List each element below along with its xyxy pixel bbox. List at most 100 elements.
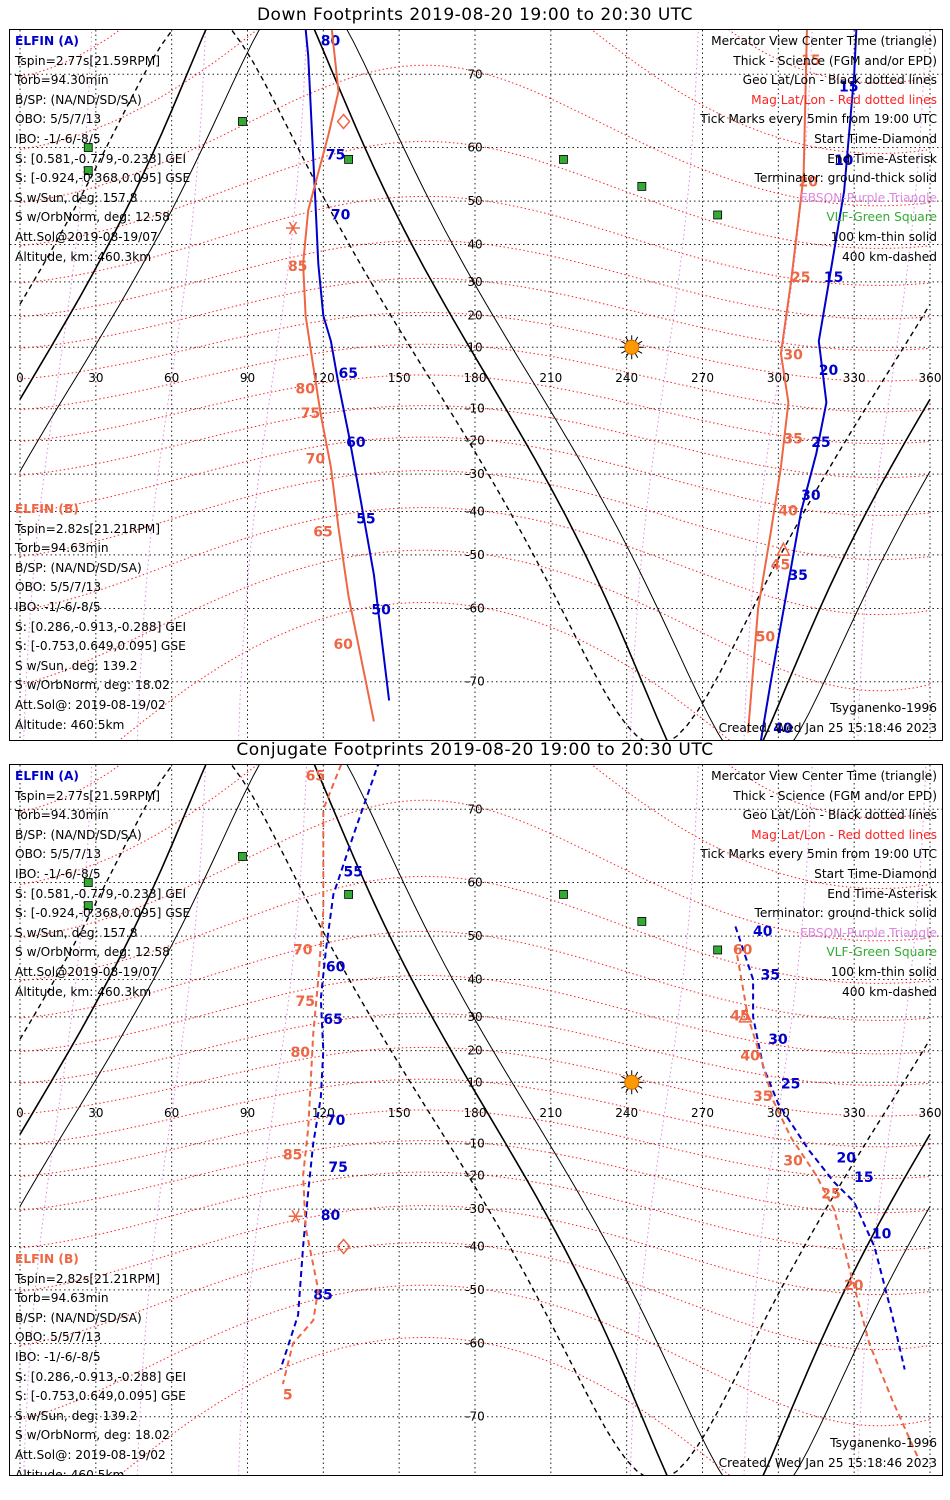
x-tick-label: 180	[464, 371, 487, 385]
y-tick-label: -40	[465, 1240, 485, 1254]
legend-item: Mag Lat/Lon - Red dotted lines	[751, 92, 937, 107]
track-time-label: 75	[326, 147, 345, 163]
track-time-label: 65	[323, 1012, 342, 1028]
info-line: B/SP: (NA/ND/SD/SA)	[15, 827, 142, 842]
track-time-label: 70	[326, 1113, 346, 1129]
track-time-label: 70	[331, 207, 351, 223]
info-line: S w/Sun, deg: 157.8	[15, 925, 138, 940]
y-tick-label: 10	[467, 340, 482, 354]
info-line: OBO: 5/5/7/13	[15, 1330, 102, 1345]
vlf-station-marker	[637, 917, 647, 926]
y-tick-label: -10	[465, 402, 485, 416]
info-line: Att.Sol@: 2019-08-19/02	[15, 1447, 166, 1462]
legend-item: Mercator View Center Time (triangle)	[711, 769, 937, 783]
track-time-label: 35	[753, 1089, 772, 1105]
mag-meridian	[629, 30, 699, 740]
track-time-label: 30	[768, 1032, 788, 1048]
info-line: Tspin=2.77s[21.59RPM]	[15, 788, 161, 803]
y-tick-label: 70	[467, 802, 482, 816]
elfin-b-title: ELFIN (B)	[15, 502, 79, 516]
track-time-label: 50	[371, 603, 391, 619]
info-line: Altitude: 460.5km	[15, 1467, 125, 1476]
ebson-triangle-icon	[738, 1008, 753, 1023]
legend-item: EBSON-Purple Triangle	[800, 925, 937, 940]
elfin-b-info: ELFIN (B) Tspin=2.82s[21.21RPM] Torb=94.…	[15, 1250, 186, 1476]
vlf-station-marker	[713, 210, 723, 220]
mag-parallel	[19, 1284, 931, 1427]
track-time-label: 40	[778, 504, 798, 520]
track-time-label: 85	[283, 1147, 302, 1163]
x-tick-label: 0	[16, 1106, 24, 1120]
mag-meridian	[136, 765, 206, 1475]
y-tick-label: -50	[465, 1283, 485, 1297]
elfin-a-title: ELFIN (A)	[15, 769, 79, 783]
mag-parallel	[118, 601, 731, 740]
elfin-b-track	[734, 945, 919, 1457]
track-time-label: 60	[733, 942, 753, 958]
terminator-100km	[19, 30, 931, 740]
info-line: B/SP: (NA/ND/SD/SA)	[15, 560, 142, 575]
info-line: S w/OrbNorm, deg: 18.02	[15, 678, 170, 693]
y-tick-label: 50	[467, 929, 482, 943]
track-time-label: 55	[356, 512, 375, 528]
elfin-a-info: ELFIN (A) Tspin=2.77s[21.59RPM] Torb=94.…	[15, 767, 190, 1002]
mag-parallel	[19, 374, 931, 445]
info-line: Torb=94.30min	[15, 73, 109, 88]
x-tick-label: 360	[919, 371, 942, 385]
mag-parallel	[19, 1078, 931, 1148]
x-tick-label: 150	[388, 371, 411, 385]
elfin-b-info: ELFIN (B) Tspin=2.82s[21.21RPM] Torb=94.…	[15, 500, 186, 735]
track-time-label: 70	[293, 942, 313, 958]
x-tick-label: 330	[843, 1106, 866, 1120]
mag-parallel	[19, 311, 931, 382]
info-line: Altitude, km: 460.3km	[15, 984, 152, 999]
mag-meridian	[857, 30, 927, 740]
y-tick-label: 20	[467, 309, 482, 323]
y-tick-label: -70	[465, 675, 485, 689]
info-line: S: [0.581,-0.779,-0.233] GEI	[15, 151, 187, 166]
info-line: Torb=94.30min	[15, 808, 109, 823]
y-tick-label: -10	[465, 1137, 485, 1151]
x-tick-label: 90	[240, 1106, 255, 1120]
sun-ray	[621, 1085, 626, 1089]
track-time-label: 75	[328, 1160, 347, 1176]
y-tick-label: 30	[467, 1010, 482, 1024]
info-line: S: [-0.924,-0.368,0.095] GSE	[15, 906, 191, 921]
info-line: Altitude: 460.5km	[15, 717, 125, 732]
track-time-label: 60	[333, 637, 353, 653]
track-time-label: 50	[756, 630, 776, 646]
mag-meridian	[629, 765, 699, 1475]
info-line: Att.Sol@: 2019-08-19/02	[15, 697, 166, 712]
info-line: B/SP: (NA/ND/SD/SA)	[15, 1310, 142, 1325]
legend-item: Terminator: ground-thick solid	[754, 171, 937, 186]
track-time-label: 60	[346, 435, 366, 451]
sun-ray	[637, 1085, 643, 1089]
x-tick-label: 360	[919, 1106, 942, 1120]
info-line: S w/Sun, deg: 139.2	[15, 658, 138, 673]
mag-meridian	[23, 765, 93, 1475]
track-time-label: 25	[811, 435, 830, 451]
created-label: Created: Wed Jan 25 15:18:46 2023	[718, 721, 937, 735]
info-line: OBO: 5/5/7/13	[15, 112, 102, 127]
legend-item: End Time-Asterisk	[827, 886, 937, 901]
legend-item: Thick - Science (FGM and/or EPD)	[733, 53, 937, 68]
legend: Mercator View Center Time (triangle) Thi…	[700, 767, 937, 1002]
mag-parallel	[19, 343, 931, 413]
track-time-label: 80	[296, 381, 316, 397]
mag-meridian	[743, 30, 813, 740]
info-line: Tspin=2.77s[21.59RPM]	[15, 53, 161, 68]
info-line: B/SP: (NA/ND/SD/SA)	[15, 92, 142, 107]
mag-meridian	[238, 765, 307, 1475]
track-time-label: 25	[791, 270, 810, 286]
info-line: S w/OrbNorm, deg: 12.58	[15, 945, 170, 960]
track-time-label: 80	[321, 33, 341, 49]
down-footprints-map[interactable]: 0 30 60 90 120 150 180 210 240 270 300 330 360706050…	[10, 30, 942, 740]
info-line: IBO: -1/-6/-8/5	[15, 866, 101, 881]
legend-item: VLF-Green Square	[826, 945, 937, 960]
elfin-a-track	[734, 926, 906, 1370]
mag-meridian	[238, 30, 307, 740]
vlf-station-marker	[83, 143, 93, 152]
conjugate-footprints-map[interactable]: 0 30 60 90 120 150 180 210 240 270 300 330 360706050…	[10, 765, 942, 1475]
y-tick-label: -60	[465, 1336, 485, 1350]
mag-parallel	[19, 549, 931, 692]
